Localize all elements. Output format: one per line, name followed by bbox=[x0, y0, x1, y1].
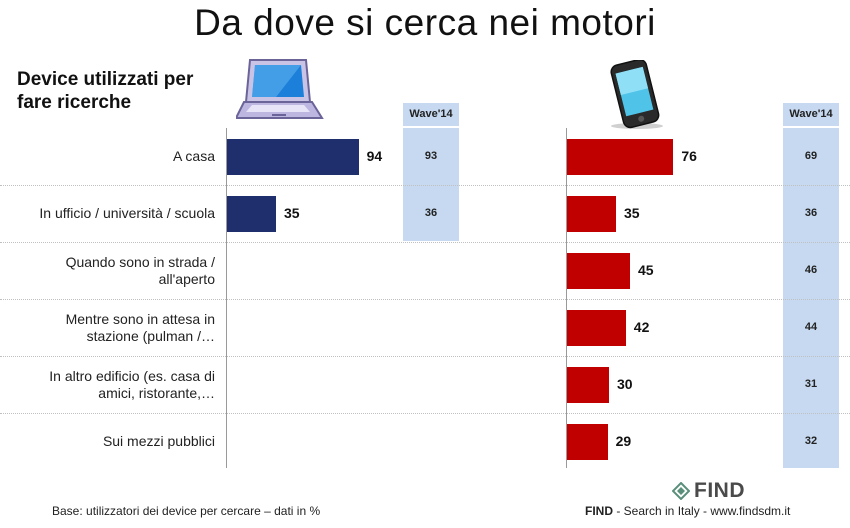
mobile-value-label: 30 bbox=[617, 376, 633, 392]
mobile-wave14-value: 31 bbox=[804, 378, 818, 390]
mobile-bar bbox=[567, 423, 608, 460]
smartphone-icon bbox=[603, 58, 663, 135]
laptop-icon bbox=[234, 58, 324, 131]
mobile-bar bbox=[567, 252, 630, 289]
category-label: Sui mezzi pubblici bbox=[102, 433, 215, 449]
mobile-wave14-value: 36 bbox=[804, 207, 818, 219]
mobile-wave14-value: 44 bbox=[804, 321, 818, 333]
wave-column-laptop bbox=[403, 128, 459, 241]
mobile-wave14-value: 69 bbox=[804, 150, 818, 162]
row-separator bbox=[0, 242, 850, 243]
mobile-value-label: 35 bbox=[624, 205, 640, 221]
mobile-wave14-value: 32 bbox=[804, 435, 818, 447]
row-separator bbox=[0, 185, 850, 186]
axis-line-mobile bbox=[566, 128, 567, 468]
axis-line-laptop bbox=[226, 128, 227, 468]
category-label: Quando sono in strada / all'aperto bbox=[65, 253, 215, 287]
wave-header-mobile: Wave'14 bbox=[783, 103, 839, 126]
laptop-bar bbox=[227, 195, 276, 232]
find-logo-text: FIND bbox=[694, 479, 745, 502]
laptop-value-label: 94 bbox=[366, 148, 383, 164]
mobile-bar bbox=[567, 309, 626, 346]
wave-header-laptop: Wave'14 bbox=[403, 103, 459, 126]
laptop-wave14-value: 36 bbox=[424, 207, 438, 219]
mobile-wave14-value: 46 bbox=[804, 264, 818, 276]
page-title: Da dove si cerca nei motori bbox=[194, 2, 656, 43]
mobile-bar bbox=[567, 366, 609, 403]
footer-base-note: Base: utilizzatori dei device per cercar… bbox=[52, 504, 321, 518]
mobile-bar bbox=[567, 195, 616, 232]
category-label: Mentre sono in attesa in stazione (pulma… bbox=[65, 310, 215, 344]
category-label: A casa bbox=[172, 148, 215, 164]
footer-brand: FIND bbox=[585, 504, 613, 518]
laptop-bar bbox=[227, 138, 359, 175]
wave-column-mobile bbox=[783, 128, 839, 468]
laptop-wave14-value: 93 bbox=[424, 150, 438, 162]
mobile-value-label: 29 bbox=[615, 433, 632, 449]
mobile-bar bbox=[567, 138, 674, 175]
laptop-value-label: 35 bbox=[284, 205, 300, 221]
chart-subtitle: Device utilizzati per fare ricerche bbox=[17, 69, 194, 113]
row-separator bbox=[0, 413, 850, 414]
footer-brand-rest: - Search in Italy - www.findsdm.it bbox=[613, 504, 791, 518]
category-label: In ufficio / università / scuola bbox=[39, 205, 215, 221]
find-logo-icon: FIND bbox=[672, 479, 745, 503]
footer-credit: FIND - Search in Italy - www.findsdm.it bbox=[585, 504, 790, 518]
category-label: In altro edificio (es. casa di amici, ri… bbox=[49, 367, 215, 401]
row-separator bbox=[0, 299, 850, 300]
mobile-value-label: 76 bbox=[681, 148, 697, 164]
mobile-value-label: 45 bbox=[638, 262, 654, 278]
mobile-value-label: 42 bbox=[633, 319, 650, 335]
row-separator bbox=[0, 356, 850, 357]
